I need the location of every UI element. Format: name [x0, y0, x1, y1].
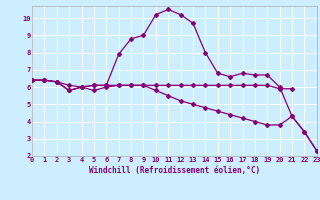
- X-axis label: Windchill (Refroidissement éolien,°C): Windchill (Refroidissement éolien,°C): [89, 166, 260, 175]
